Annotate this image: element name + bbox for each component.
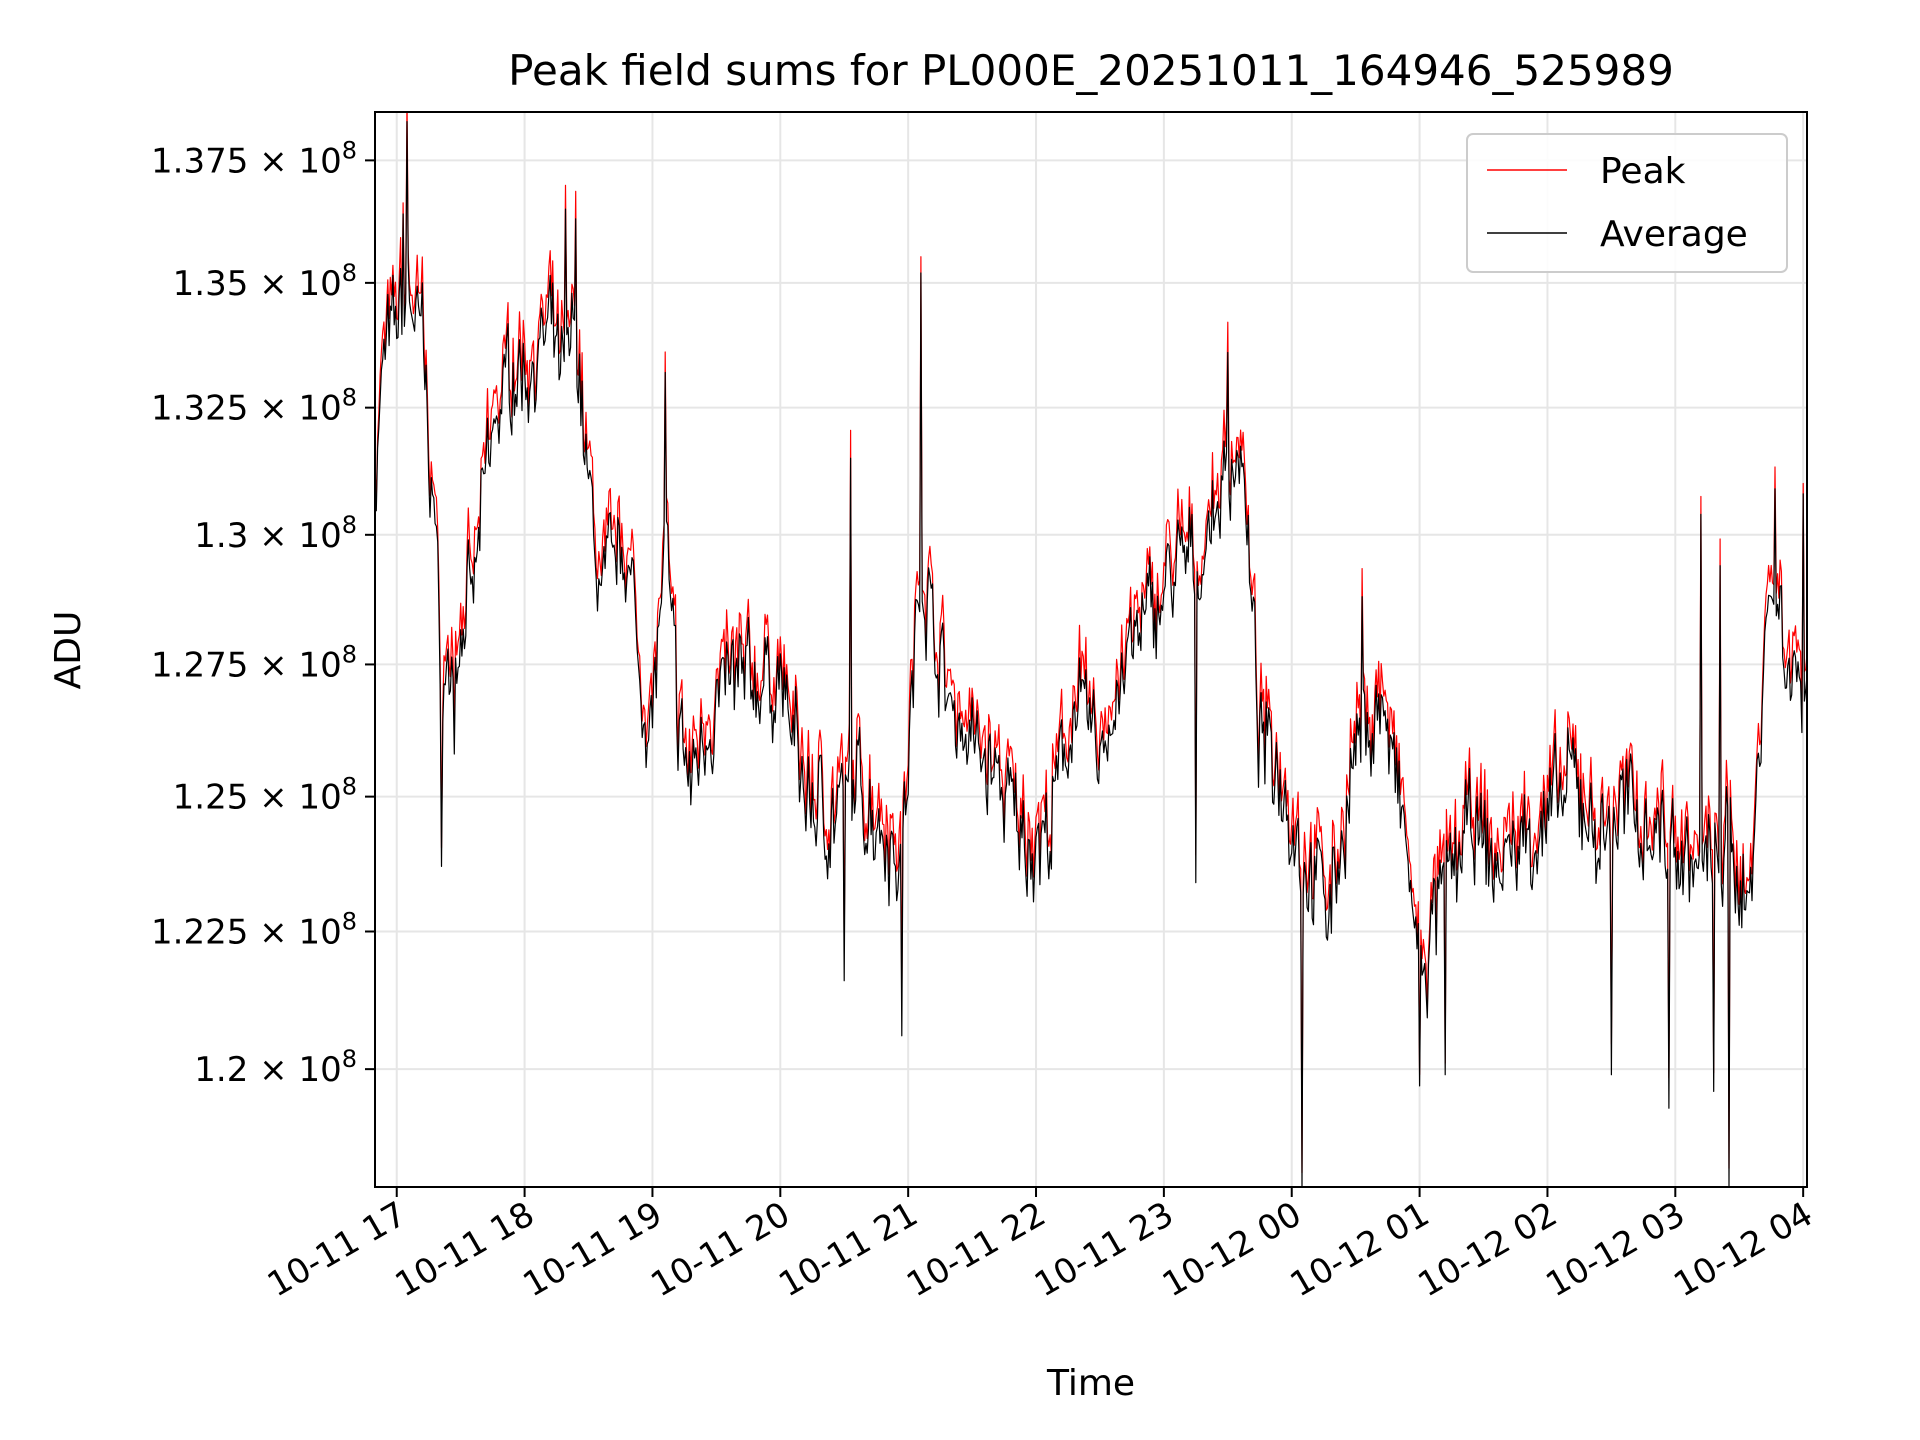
- peak-series-line: [375, 112, 1807, 1174]
- y-tick-label: 1.325 × 108: [151, 384, 357, 429]
- average-series-line: [375, 121, 1807, 1187]
- y-axis-label: ADU: [48, 611, 89, 690]
- legend-box: [1466, 133, 1788, 273]
- y-tick-label: 1.225 × 108: [151, 907, 357, 952]
- plot-frame: [374, 111, 1808, 1188]
- y-tick-label: 1.2 × 108: [194, 1045, 357, 1090]
- legend: Peak Average: [1466, 133, 1788, 273]
- legend-average-label: Average: [1600, 214, 1748, 255]
- legend-peak-label: Peak: [1600, 151, 1686, 192]
- y-axis: 1.2 × 108 1.225 × 108 1.25 × 108 1.275 × 10…: [151, 136, 375, 1090]
- plot-area-background: [375, 112, 1807, 1187]
- y-tick-label: 1.25 × 108: [173, 773, 357, 818]
- chart-title: Peak field sums for PL000E_20251011_1649…: [508, 46, 1674, 95]
- y-tick-label: 1.275 × 108: [151, 640, 357, 685]
- x-axis-label: Time: [1046, 1363, 1135, 1404]
- y-tick-label: 1.3 × 108: [194, 511, 357, 556]
- series-layer: [375, 112, 1807, 1187]
- y-tick-label: 1.35 × 108: [173, 259, 357, 304]
- y-tick-label: 1.375 × 108: [151, 136, 357, 181]
